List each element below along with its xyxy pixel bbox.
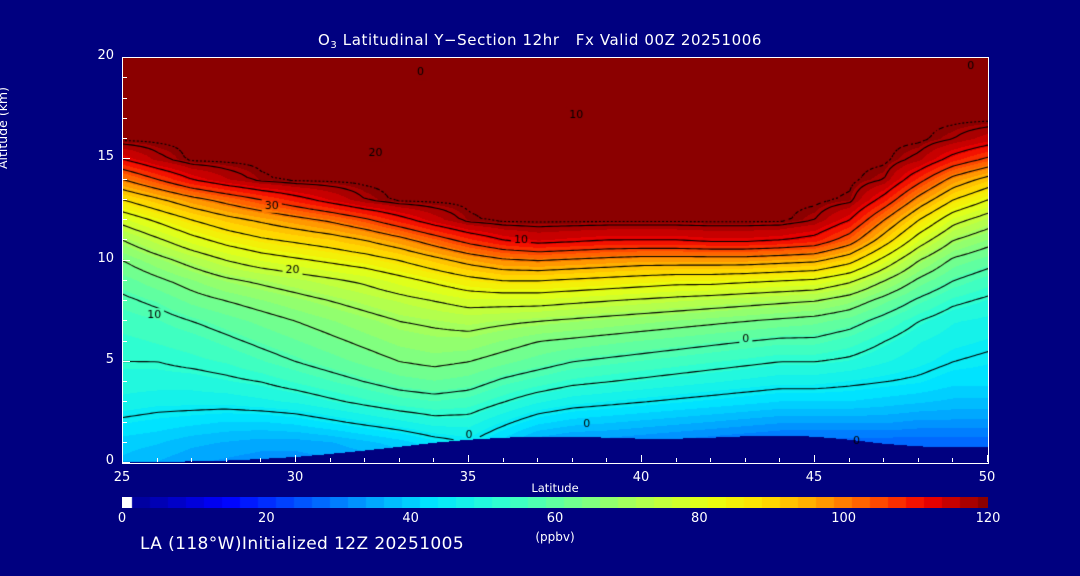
- colorbar-tick-label-60: 60: [546, 511, 564, 526]
- plot-area: [122, 57, 989, 464]
- y-minor-tick: [123, 117, 127, 119]
- x-tick-label-40: 40: [632, 470, 650, 485]
- x-minor-tick: [329, 458, 331, 462]
- x-minor-tick: [606, 458, 608, 462]
- x-tick-mark-50: [987, 455, 988, 462]
- x-minor-tick: [156, 458, 158, 462]
- x-minor-tick: [364, 458, 366, 462]
- y-minor-tick: [123, 381, 127, 382]
- y-tick-label-20: 20: [97, 48, 114, 63]
- y-axis-label: Altitude (km): [0, 87, 10, 169]
- x-tick-label-50: 50: [978, 470, 996, 485]
- x-minor-tick: [779, 458, 781, 462]
- y-minor-tick: [123, 178, 127, 180]
- title-species: O: [317, 31, 331, 49]
- x-minor-tick: [502, 458, 504, 462]
- colorbar-tick-label-40: 40: [402, 511, 419, 526]
- y-minor-tick: [123, 239, 127, 241]
- y-tick-mark-5: [123, 360, 130, 362]
- y-minor-tick: [123, 300, 127, 301]
- y-minor-tick: [123, 97, 127, 99]
- x-minor-tick: [848, 458, 850, 462]
- x-minor-tick: [260, 458, 262, 462]
- colorbar-tick-label-100: 100: [831, 511, 857, 526]
- x-minor-tick: [571, 458, 573, 462]
- x-tick-mark-30: [295, 455, 296, 462]
- x-tick-label-35: 35: [459, 470, 477, 485]
- y-tick-label-10: 10: [97, 250, 114, 266]
- colorbar-tick-label-20: 20: [258, 511, 275, 526]
- y-minor-tick: [123, 138, 127, 139]
- colorbar: [122, 497, 988, 508]
- x-tick-mark-45: [814, 455, 815, 462]
- y-minor-tick: [123, 219, 127, 220]
- x-axis-label: Latitude: [531, 481, 579, 495]
- colorbar-units: (ppbv): [535, 530, 575, 544]
- y-minor-tick: [123, 198, 127, 200]
- y-minor-tick: [123, 401, 127, 403]
- x-minor-tick: [710, 458, 712, 462]
- y-minor-tick: [123, 340, 127, 342]
- title-rest: Latitudinal Y−Section 12hr Fx Valid 00Z …: [337, 31, 763, 49]
- title-subscript: 3: [330, 40, 338, 51]
- y-minor-tick: [123, 421, 127, 423]
- x-minor-tick: [952, 458, 954, 462]
- colorbar-tick-label-0: 0: [117, 511, 127, 526]
- colorbar-gradient: [122, 497, 988, 508]
- x-minor-tick: [744, 458, 746, 462]
- figure-caption: LA (118°W)Initialized 12Z 20251005: [140, 534, 465, 554]
- y-minor-tick: [123, 77, 127, 79]
- y-minor-tick: [123, 441, 127, 443]
- x-minor-tick: [191, 458, 193, 462]
- x-minor-tick: [917, 458, 919, 462]
- x-tick-label-25: 25: [113, 470, 131, 485]
- x-tick-label-30: 30: [286, 470, 304, 485]
- x-minor-tick: [883, 458, 885, 462]
- y-tick-mark-15: [123, 158, 130, 160]
- x-minor-tick: [433, 458, 435, 462]
- y-minor-tick: [123, 279, 127, 281]
- x-tick-mark-40: [641, 455, 642, 462]
- y-minor-tick: [123, 320, 127, 322]
- x-minor-tick: [225, 458, 227, 462]
- x-minor-tick: [675, 458, 677, 462]
- y-tick-label-0: 0: [105, 453, 114, 468]
- y-tick-mark-20: [123, 57, 130, 58]
- y-tick-mark-0: [123, 462, 130, 463]
- figure-title: O3 Latitudinal Y−Section 12hr Fx Valid 0…: [0, 31, 1080, 51]
- x-tick-mark-25: [122, 455, 123, 462]
- y-tick-label-5: 5: [105, 351, 114, 367]
- y-tick-mark-10: [123, 259, 130, 261]
- colorbar-tick-label-80: 80: [691, 511, 708, 526]
- ozone-heatmap-canvas: [123, 58, 988, 463]
- x-minor-tick: [537, 458, 539, 462]
- x-tick-label-45: 45: [805, 470, 823, 485]
- colorbar-tick-label-120: 120: [975, 511, 1001, 526]
- y-tick-label-15: 15: [97, 149, 114, 165]
- x-tick-mark-35: [468, 455, 469, 462]
- x-minor-tick: [398, 458, 400, 462]
